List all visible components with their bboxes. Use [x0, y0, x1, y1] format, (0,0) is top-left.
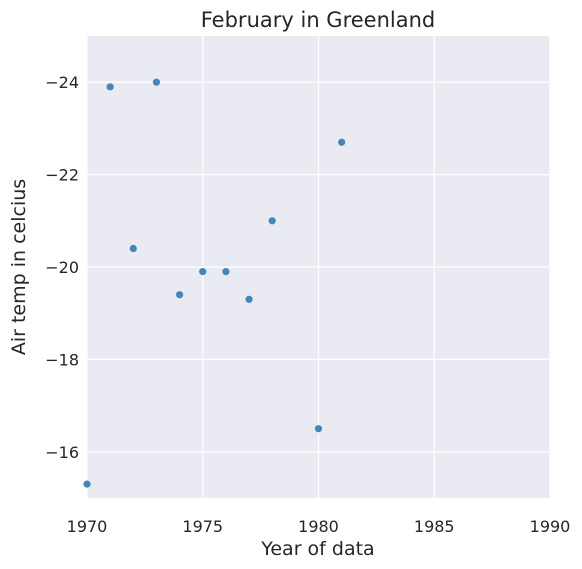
grid-lines: [86, 36, 551, 498]
y-tick-label: −24: [45, 73, 79, 92]
data-point: [338, 138, 346, 146]
data-point: [222, 268, 230, 276]
chart-title: February in Greenland: [201, 8, 436, 32]
y-axis-label: Air temp in celcius: [8, 179, 30, 355]
x-tick-label: 1990: [530, 517, 571, 536]
data-point: [129, 244, 137, 253]
y-tick-label: −22: [45, 166, 79, 185]
data-point: [152, 78, 161, 86]
data-point: [314, 425, 323, 433]
x-tick-label: 1980: [298, 517, 339, 536]
data-points: [83, 78, 346, 488]
x-tick-label: 1970: [67, 517, 108, 536]
data-point: [245, 295, 253, 303]
y-tick-label: −18: [45, 350, 79, 369]
data-point: [83, 480, 91, 488]
y-tick-label: −20: [45, 258, 79, 277]
x-axis-label: Year of data: [260, 538, 374, 560]
x-axis-ticks: 1970 1975 1980 1985 1990: [67, 517, 571, 536]
x-tick-label: 1975: [182, 517, 223, 536]
data-point: [176, 291, 184, 299]
data-point: [199, 268, 207, 276]
data-point: [268, 217, 276, 225]
data-point: [106, 83, 114, 91]
y-axis-ticks: −24 −22 −20 −18 −16: [45, 73, 79, 462]
x-tick-label: 1985: [414, 517, 455, 536]
y-tick-label: −16: [45, 443, 79, 462]
